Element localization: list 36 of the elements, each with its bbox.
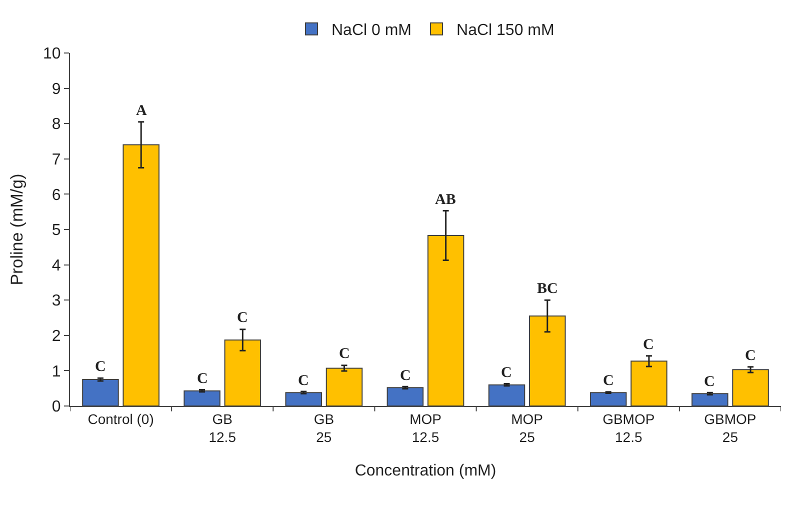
y-tick-label: 10 [43, 46, 61, 63]
data-label: C [339, 346, 350, 362]
data-label: C [197, 371, 208, 387]
data-label: C [643, 337, 654, 353]
data-label: C [237, 310, 248, 326]
data-label: BC [537, 281, 558, 297]
y-tick-label: 4 [52, 257, 61, 274]
y-tick-label: 8 [52, 116, 61, 134]
data-label: AB [435, 192, 456, 208]
y-tick-label: 3 [52, 292, 61, 310]
x-tick-label: GBMOP 12.5 [602, 410, 655, 445]
y-tick-label: 5 [52, 222, 61, 240]
legend-label: NaCl 150 mM [456, 22, 554, 40]
x-tick-label: GBMOP 25 [704, 410, 756, 445]
data-label: C [603, 373, 614, 389]
y-tick-label: 0 [52, 398, 61, 416]
y-tick-label: 6 [52, 186, 61, 204]
y-tick-label: 2 [52, 328, 61, 345]
y-tick-label: 1 [52, 363, 61, 380]
data-label: C [745, 348, 756, 364]
data-label: A [136, 103, 147, 119]
x-tick-label: GB 12.5 [208, 410, 236, 445]
data-label: C [298, 373, 309, 389]
y-axis-title: Proline (mM/g) [8, 174, 27, 286]
x-tick-label: MOP 12.5 [410, 410, 442, 445]
y-tick-label: 9 [52, 80, 61, 98]
data-label: C [704, 374, 715, 390]
data-label: C [400, 368, 411, 384]
y-tick-label: 7 [52, 152, 61, 168]
x-tick-label: Control (0) [88, 410, 154, 427]
x-tick-label: GB 25 [314, 410, 334, 445]
x-axis-title: Concentration (mM) [354, 462, 496, 480]
data-label: C [95, 359, 106, 375]
x-tick-label: MOP 25 [511, 410, 544, 445]
data-label: C [501, 365, 512, 381]
legend-label: NaCl 0 mM [332, 22, 412, 40]
